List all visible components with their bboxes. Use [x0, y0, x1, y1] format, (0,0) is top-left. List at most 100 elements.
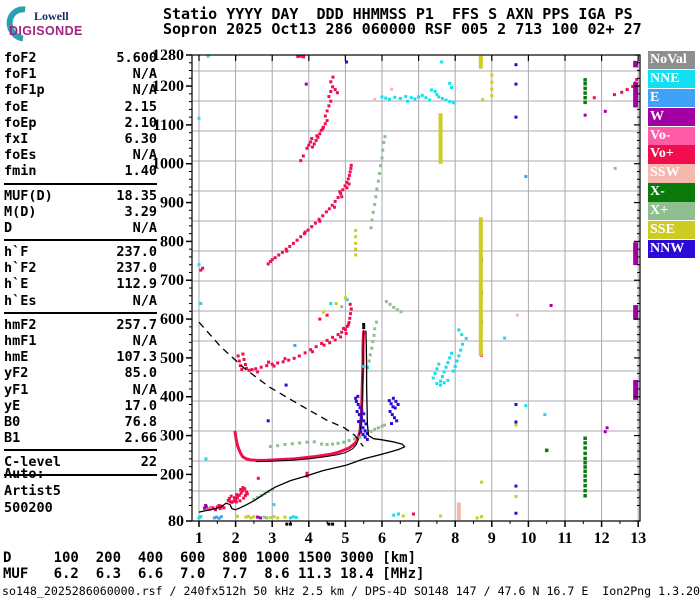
param-label: hmE	[4, 349, 29, 366]
trace-nne-right-cluster	[455, 359, 459, 363]
trace-x-minus-columns	[583, 488, 587, 493]
param-value: 85.0	[124, 365, 157, 382]
legend-item-nnw: NNW	[648, 239, 695, 259]
param-label: foEs	[4, 147, 37, 164]
trace-nne-misc	[204, 457, 208, 461]
legend-item-x: X-	[648, 183, 695, 202]
trace-nne-top-band	[393, 95, 397, 99]
trace-red-misc	[612, 93, 616, 97]
trace-sse-dashes	[354, 235, 358, 239]
param-value: 5.600	[116, 50, 157, 66]
trace-nnw-x-cluster1	[359, 430, 363, 434]
trace-nnw-misc	[514, 63, 518, 67]
trace-nnw-x-cluster2	[393, 406, 397, 410]
trace-sse-dashes	[481, 98, 485, 102]
param-label: h`Es	[4, 292, 37, 309]
trace-x-2hop	[375, 320, 379, 324]
trace-nne-right-cluster	[444, 365, 448, 369]
trace-f2-o-trace	[287, 358, 291, 362]
x-axis-label: 4	[305, 530, 313, 547]
trace-x-2hop	[375, 187, 379, 191]
param-row: foF1 N/A	[4, 66, 157, 82]
trace-f4-o-trace	[312, 142, 316, 146]
trace-nnw-x-cluster1	[360, 416, 364, 420]
trace-f3-o-trace	[299, 235, 303, 239]
trace-f2-o-trace	[309, 348, 313, 352]
trace-sse-dashes	[354, 241, 358, 245]
x-axis-label: 9	[488, 530, 496, 547]
panel-divider	[4, 449, 157, 452]
trace-nne-misc	[197, 116, 201, 120]
trace-nnw-x-cluster2	[390, 413, 394, 417]
trace-nne-right-cluster	[435, 367, 439, 371]
trace-f3-o-trace	[266, 262, 270, 266]
trace-w-misc	[583, 113, 587, 117]
trace-f3-o-trace	[327, 207, 331, 211]
param-row: hmE 107.3	[4, 349, 157, 365]
trace-nne-top-band	[398, 96, 402, 100]
trace-w-misc	[603, 430, 607, 434]
param-value: 17.0	[124, 397, 157, 414]
trace-f3-o-trace	[291, 241, 295, 245]
trace-sse-dashes	[514, 495, 518, 499]
param-label: h`E	[4, 276, 29, 293]
trace-e-cusp-red	[241, 489, 245, 493]
trace-e-cusp-red	[243, 493, 247, 497]
trace-f2-o-trace	[345, 324, 349, 328]
trace-f2-o-trace	[310, 350, 314, 354]
trace-f3-o-trace	[341, 188, 345, 192]
trace-red-misc	[411, 512, 415, 516]
param-value: N/A	[132, 219, 157, 236]
trace-w-bars	[633, 305, 639, 320]
trace-e-cusp-red	[230, 500, 234, 504]
trace-x-2hop	[370, 346, 374, 350]
trace-nnw-x-cluster1	[361, 426, 365, 430]
trace-f4-o-trace	[310, 145, 314, 149]
trace-nnw-misc	[514, 511, 518, 515]
param-row: fmin 1.40	[4, 163, 157, 179]
trace-f2-o-trace	[292, 356, 296, 360]
trace-nne-right-cluster	[461, 342, 465, 346]
y-axis-label: 300	[160, 428, 184, 445]
trace-x-minus-columns	[583, 456, 587, 461]
y-axis-label: 1200	[152, 78, 184, 95]
trace-nnw-x-cluster2	[392, 416, 396, 420]
trace-sse-bars	[438, 113, 443, 164]
trace-sse-noise	[246, 514, 250, 518]
trace-x-e-segment	[256, 495, 260, 499]
trace-x-2hop	[373, 203, 377, 207]
trace-x-2hop	[379, 164, 383, 168]
param-row: M(D) 3.29	[4, 204, 157, 220]
param-label: M(D)	[4, 203, 37, 220]
trace-x-minus-columns	[583, 78, 587, 82]
param-row: h`E 112.9	[4, 276, 157, 292]
trace-nne-right-cluster	[439, 383, 443, 387]
trace-f2-o-trace	[265, 364, 269, 368]
trace-sse-dashes	[490, 87, 494, 91]
digisonde-logo: Lowell DIGISONDE	[0, 0, 152, 49]
trace-w-e-flat	[204, 503, 208, 507]
trace-x-e-segment	[270, 488, 274, 492]
trace-nne-top-band	[448, 100, 452, 104]
trace-x-minus-columns	[583, 483, 587, 488]
trace-x-2hop	[265, 516, 269, 520]
trace-f2-o-trace	[322, 343, 326, 347]
trace-f3-o-trace	[347, 173, 351, 177]
trace-f2-o-trace	[348, 302, 352, 306]
trace-sse-bars	[478, 55, 483, 69]
trace-nnw-x-cluster2	[394, 399, 398, 403]
trace-x-2hop	[383, 135, 387, 139]
trace-f3-o-trace	[332, 205, 336, 209]
muf-table: D 100 200 400 600 800 1000 1500 3000 [km…	[3, 550, 424, 582]
trace-nnw-x-cluster1	[354, 396, 358, 400]
trace-x-2hop	[369, 226, 373, 230]
trace-nne-top-band	[413, 97, 417, 101]
trace-x-2hop	[373, 327, 377, 331]
trace-nne-top-band	[384, 96, 388, 100]
trace-f4-o-trace	[321, 125, 325, 129]
trace-sse-dashes	[354, 229, 358, 233]
trace-f3-o-trace	[349, 163, 353, 167]
trace-nnw-x-cluster2	[391, 396, 395, 400]
trace-f4-o-trace	[316, 135, 320, 139]
trace-f2-o-trace	[349, 307, 353, 311]
